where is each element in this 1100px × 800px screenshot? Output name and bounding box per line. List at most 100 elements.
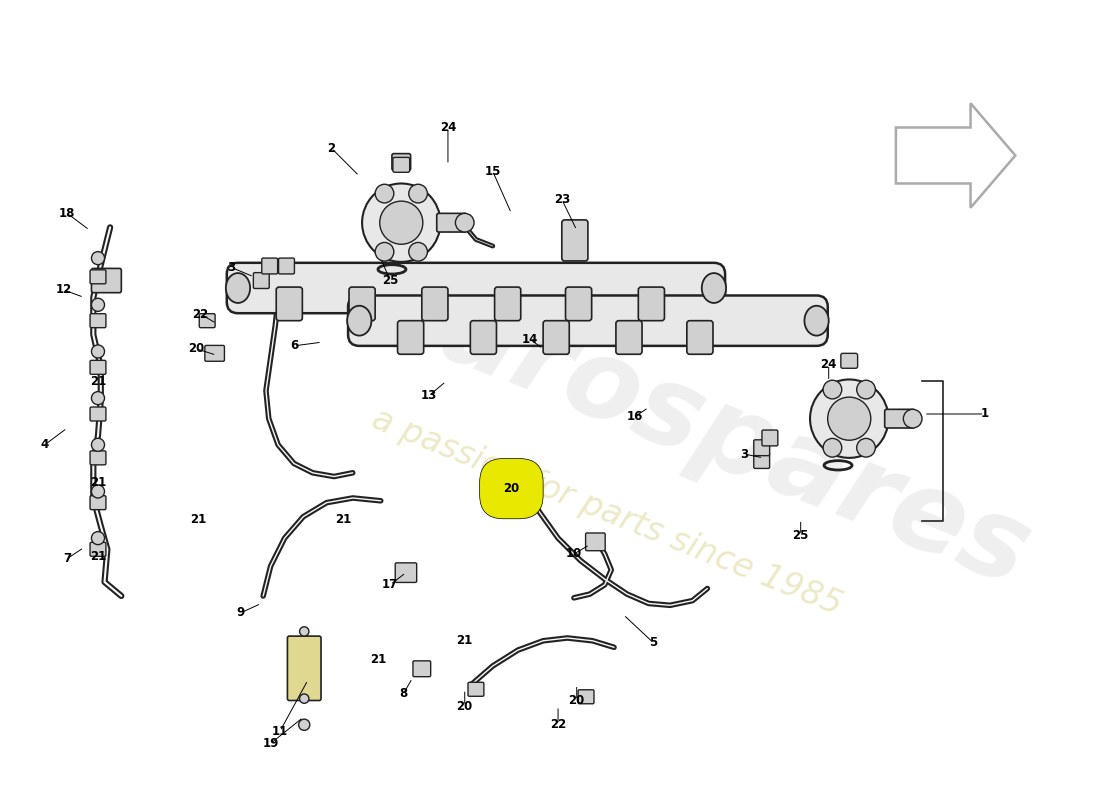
- Text: 25: 25: [792, 529, 808, 542]
- Circle shape: [823, 380, 842, 399]
- FancyBboxPatch shape: [437, 214, 466, 232]
- Text: 6: 6: [289, 339, 298, 352]
- Text: 21: 21: [370, 653, 386, 666]
- FancyBboxPatch shape: [562, 220, 587, 261]
- FancyBboxPatch shape: [287, 636, 321, 701]
- Text: 16: 16: [626, 410, 642, 423]
- Text: 1: 1: [980, 407, 989, 421]
- FancyBboxPatch shape: [90, 407, 106, 421]
- Circle shape: [91, 298, 104, 311]
- FancyBboxPatch shape: [884, 410, 914, 428]
- Circle shape: [91, 345, 104, 358]
- Circle shape: [379, 201, 422, 244]
- Text: 20: 20: [569, 694, 585, 707]
- Text: eurospares: eurospares: [354, 247, 1046, 609]
- FancyBboxPatch shape: [412, 661, 431, 677]
- Circle shape: [827, 397, 871, 440]
- Circle shape: [91, 485, 104, 498]
- Text: 20: 20: [456, 699, 473, 713]
- FancyBboxPatch shape: [468, 682, 484, 696]
- FancyBboxPatch shape: [205, 346, 224, 362]
- Text: 5: 5: [649, 636, 658, 649]
- Text: 11: 11: [272, 725, 288, 738]
- Text: 21: 21: [90, 375, 106, 388]
- FancyBboxPatch shape: [840, 354, 858, 368]
- Circle shape: [299, 626, 309, 636]
- FancyBboxPatch shape: [397, 321, 424, 354]
- FancyBboxPatch shape: [348, 295, 828, 346]
- FancyBboxPatch shape: [616, 321, 642, 354]
- FancyBboxPatch shape: [585, 533, 605, 550]
- Text: a passion for parts since 1985: a passion for parts since 1985: [366, 402, 847, 622]
- FancyBboxPatch shape: [471, 321, 496, 354]
- Text: 18: 18: [59, 207, 76, 220]
- Circle shape: [857, 438, 876, 457]
- FancyBboxPatch shape: [276, 287, 303, 321]
- FancyBboxPatch shape: [495, 287, 520, 321]
- Text: 9: 9: [236, 606, 245, 619]
- Circle shape: [903, 410, 922, 428]
- Circle shape: [857, 380, 876, 399]
- Circle shape: [362, 183, 440, 262]
- Text: 20: 20: [504, 482, 519, 495]
- FancyBboxPatch shape: [91, 269, 121, 293]
- FancyBboxPatch shape: [349, 287, 375, 321]
- Circle shape: [455, 214, 474, 232]
- Text: 24: 24: [821, 358, 837, 371]
- FancyBboxPatch shape: [392, 154, 410, 170]
- Text: 21: 21: [336, 513, 352, 526]
- FancyBboxPatch shape: [754, 440, 770, 456]
- Text: 14: 14: [521, 333, 538, 346]
- Text: 12: 12: [55, 283, 72, 296]
- Text: 20: 20: [188, 342, 205, 355]
- FancyBboxPatch shape: [90, 314, 106, 328]
- Circle shape: [823, 438, 842, 457]
- Text: 17: 17: [382, 578, 398, 591]
- Text: 21: 21: [189, 513, 206, 526]
- FancyBboxPatch shape: [90, 542, 106, 556]
- FancyBboxPatch shape: [762, 430, 778, 446]
- Ellipse shape: [226, 273, 250, 303]
- Text: 10: 10: [565, 547, 582, 561]
- Ellipse shape: [702, 273, 726, 303]
- Text: 22: 22: [192, 308, 209, 321]
- FancyBboxPatch shape: [253, 273, 270, 289]
- FancyBboxPatch shape: [90, 360, 106, 374]
- FancyBboxPatch shape: [565, 287, 592, 321]
- Text: 25: 25: [382, 274, 398, 287]
- FancyBboxPatch shape: [686, 321, 713, 354]
- Circle shape: [375, 184, 394, 203]
- Text: 7: 7: [63, 552, 72, 565]
- Text: 3: 3: [228, 261, 235, 274]
- FancyBboxPatch shape: [90, 496, 106, 510]
- Circle shape: [299, 694, 309, 703]
- FancyBboxPatch shape: [395, 563, 417, 582]
- FancyBboxPatch shape: [227, 263, 725, 314]
- Circle shape: [91, 531, 104, 545]
- Ellipse shape: [804, 306, 828, 336]
- Text: 22: 22: [550, 718, 566, 731]
- Text: 3: 3: [740, 448, 749, 461]
- Circle shape: [409, 184, 428, 203]
- Circle shape: [375, 242, 394, 261]
- Text: 15: 15: [484, 165, 500, 178]
- Text: 24: 24: [440, 121, 456, 134]
- FancyBboxPatch shape: [393, 158, 409, 172]
- Circle shape: [298, 719, 310, 730]
- FancyBboxPatch shape: [90, 270, 106, 284]
- Text: 19: 19: [263, 737, 278, 750]
- Text: 21: 21: [90, 550, 106, 563]
- FancyBboxPatch shape: [638, 287, 664, 321]
- Circle shape: [91, 438, 104, 451]
- Circle shape: [91, 392, 104, 405]
- Circle shape: [409, 242, 428, 261]
- FancyBboxPatch shape: [90, 451, 106, 465]
- FancyBboxPatch shape: [579, 690, 594, 704]
- Ellipse shape: [348, 306, 372, 336]
- Text: 4: 4: [41, 438, 48, 451]
- FancyBboxPatch shape: [543, 321, 570, 354]
- Text: 8: 8: [399, 687, 407, 701]
- Text: 21: 21: [456, 634, 473, 647]
- FancyBboxPatch shape: [262, 258, 277, 274]
- FancyBboxPatch shape: [199, 314, 216, 328]
